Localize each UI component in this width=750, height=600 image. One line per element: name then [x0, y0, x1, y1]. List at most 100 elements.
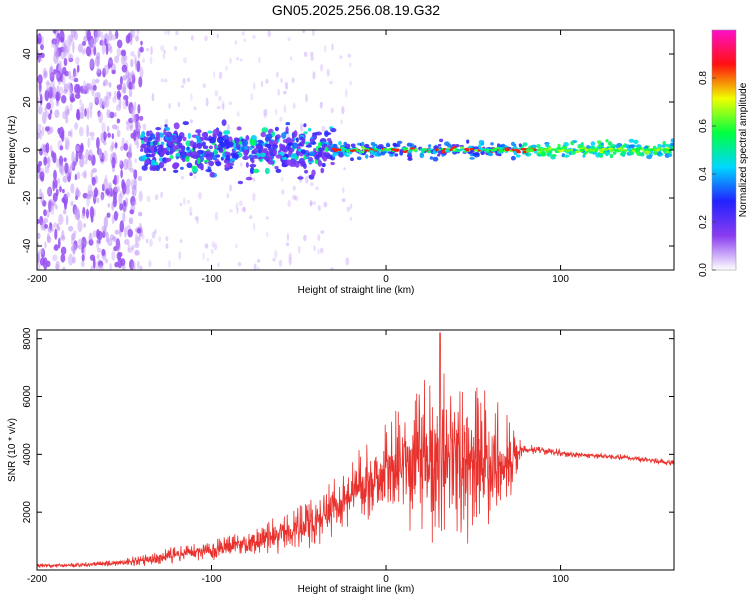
- spectrogram-cell: [181, 84, 184, 89]
- spectrogram-cell: [253, 222, 256, 231]
- spectrogram-cell: [345, 257, 350, 266]
- spectrogram-cell: [70, 97, 76, 102]
- spectrogram-cell: [319, 247, 324, 254]
- spectrogram-cell: [510, 141, 516, 146]
- spectrogram-cell: [116, 118, 121, 124]
- spectrogram-cell: [111, 250, 116, 261]
- spectrogram-cell: [164, 118, 169, 125]
- spectrogram-cell: [125, 178, 131, 187]
- spectrogram-cell: [158, 236, 162, 242]
- spectrogram-cell: [183, 57, 188, 64]
- x-tick-label: -200: [27, 274, 47, 285]
- spectrogram-cell: [109, 46, 113, 54]
- spectrogram-cell: [66, 108, 70, 115]
- spectrogram-cell: [283, 90, 287, 95]
- colorbar-gradient: [712, 30, 736, 270]
- spectrogram-cell: [133, 169, 138, 180]
- spectrogram-cell: [148, 260, 152, 268]
- spectrogram-cell: [528, 148, 534, 151]
- spectrogram-cell: [481, 142, 485, 146]
- spectrogram-cell: [179, 202, 183, 207]
- spectrogram-cell: [58, 213, 64, 225]
- spectrogram-cell: [340, 149, 346, 152]
- spectrogram-cell: [140, 140, 145, 144]
- spectrogram-cell: [204, 243, 209, 249]
- spectrogram-cell: [68, 53, 74, 61]
- spectrogram-cell: [37, 232, 41, 240]
- spectrogram-cell: [257, 149, 263, 153]
- spectrogram-cell: [141, 155, 147, 159]
- spectrogram-cell: [149, 56, 153, 65]
- spectrogram-cell: [332, 143, 338, 149]
- spectrogram-cell: [37, 33, 42, 45]
- spectrogram-cell: [53, 244, 59, 251]
- spectrogram-cell: [54, 228, 58, 240]
- spectrogram-cell: [317, 151, 323, 158]
- spectrogram-cell: [67, 130, 72, 137]
- spectrogram-cell: [100, 193, 104, 202]
- spectrogram-cell: [194, 216, 198, 221]
- spectrogram-cell: [62, 209, 67, 215]
- spectrogram-cell: [241, 138, 244, 142]
- spectrogram-cell: [312, 132, 318, 136]
- spectrogram-cell: [498, 149, 504, 152]
- spectrogram-cell: [142, 123, 147, 131]
- spectrogram-cell: [44, 241, 47, 249]
- spectrogram-cell: [128, 81, 133, 90]
- spectrogram-cell: [64, 162, 69, 174]
- spectrogram-cell: [209, 171, 215, 178]
- spectrogram-cell: [70, 235, 75, 246]
- spectrogram-cell: [292, 194, 296, 200]
- spectrogram-cell: [103, 150, 108, 162]
- spectrogram-cell: [74, 93, 81, 99]
- spectrogram-cell: [98, 111, 103, 124]
- spectrogram-cell: [612, 151, 617, 155]
- spectrogram-cell: [317, 205, 321, 211]
- spectrogram-cell: [536, 144, 541, 148]
- spectrogram-cell: [211, 240, 215, 248]
- spectrogram-cell: [46, 235, 52, 244]
- spectrogram-cell: [410, 147, 415, 150]
- spectrogram-cell: [154, 228, 157, 235]
- spectrogram-cell: [93, 45, 97, 56]
- spectrogram-cell: [265, 216, 269, 220]
- spectrogram-cell: [427, 148, 433, 151]
- spectrogram-cell: [579, 148, 585, 152]
- spectrogram-cell: [83, 246, 86, 257]
- spectrogram-cell: [189, 212, 193, 216]
- spectrogram-cell: [116, 39, 123, 49]
- spectrogram-cell: [590, 141, 596, 146]
- spectrogram-cell: [599, 149, 603, 152]
- spectrogram-cell: [252, 35, 256, 39]
- spectrogram-cell: [441, 154, 445, 157]
- spectrogram-cell: [222, 103, 225, 111]
- spectrogram-cell: [134, 158, 137, 164]
- spectrogram-cell: [428, 144, 432, 148]
- spectrogram-cell: [136, 60, 141, 73]
- spectrogram-cell: [169, 150, 174, 155]
- spectrogram-cell: [313, 245, 316, 252]
- spectrogram-cell: [124, 239, 130, 245]
- spectrogram-cell: [374, 153, 379, 157]
- spectrogram-cell: [139, 115, 144, 121]
- spectrogram-cell: [570, 141, 575, 146]
- spectrogram-cell: [551, 154, 557, 157]
- spectrogram-cell: [191, 167, 199, 173]
- spectrogram-cell: [420, 148, 425, 151]
- spectrogram-cell: [394, 148, 399, 151]
- spectrogram-cell: [203, 137, 211, 141]
- spectrogram-cell: [297, 176, 304, 180]
- spectrogram-cell: [122, 212, 126, 223]
- spectrogram-cell: [208, 160, 213, 165]
- spectrogram-cell: [281, 156, 288, 161]
- spectrogram-cell: [92, 84, 97, 91]
- spectrogram-cell: [92, 168, 97, 173]
- spectrogram-cell: [47, 225, 53, 233]
- spectrogram-cell: [64, 43, 67, 54]
- spectrogram-cell: [137, 104, 141, 114]
- spectrogram-cell: [343, 151, 347, 156]
- spectrogram-cell: [544, 149, 548, 152]
- spectrogram-cell: [281, 176, 284, 182]
- spectrogram-cell: [236, 111, 240, 117]
- spectrogram-cell: [172, 145, 178, 151]
